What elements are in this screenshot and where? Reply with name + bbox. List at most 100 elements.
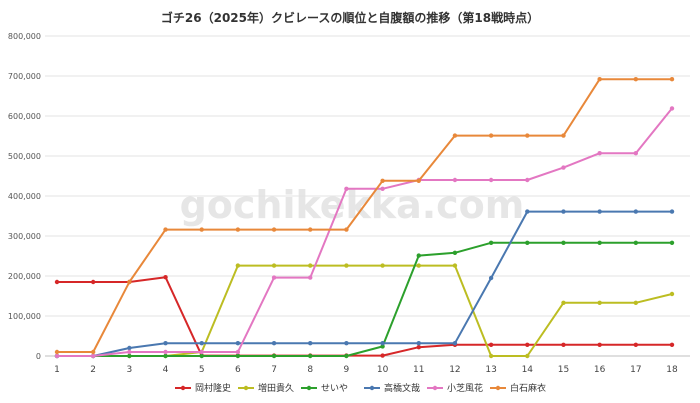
data-point [561,209,566,214]
data-point [308,227,313,232]
data-point [597,300,602,305]
data-point [163,353,168,359]
x-tick-label: 11 [413,365,424,375]
series-line [57,276,672,357]
data-point [380,341,385,346]
x-tick-label: 14 [522,365,534,375]
legend-label: 岡村隆史 [195,382,231,394]
data-point [488,133,494,138]
data-point [308,341,313,346]
y-tick-label: 700,000 [8,72,41,81]
data-point [669,240,675,245]
x-tick-label: 7 [271,365,277,375]
data-point [597,209,602,214]
data-point [669,342,675,347]
data-point [488,342,494,347]
data-point [235,349,241,355]
legend-marker [495,385,501,391]
series-高橋文哉 [54,209,675,359]
x-tick-label: 3 [126,365,132,375]
data-point [633,342,639,347]
x-tick-label: 6 [235,365,241,375]
data-point [416,341,421,346]
data-point [199,349,204,355]
legend-marker [306,385,312,391]
data-point [561,133,566,138]
data-point [163,227,168,232]
data-point [90,279,96,285]
watermark: gochikekka.com [180,183,525,227]
data-point [127,353,132,359]
legend-marker [369,385,375,391]
x-tick-label: 18 [666,365,678,375]
data-point [416,178,421,183]
data-point [199,227,204,232]
legend-label: せいや [321,383,348,394]
chart-title: ゴチ26（2025年）クビレースの順位と自腹額の推移（第18戦時点） [160,11,540,25]
data-point [416,263,421,268]
data-point [669,291,675,297]
data-point [525,209,530,214]
data-point [235,353,241,359]
series-line [57,210,672,357]
series-line [57,78,672,353]
data-point [163,341,168,346]
data-point [90,349,96,355]
x-tick-label: 13 [485,365,496,375]
data-point [452,341,458,346]
legend-item: 白石麻衣 [490,382,546,394]
data-point [271,341,277,346]
legend-item: 高橋文哉 [364,382,420,394]
data-point [597,342,602,347]
data-point [380,186,385,191]
data-point [54,279,60,285]
data-point [344,353,349,359]
x-tick-label: 5 [199,365,205,375]
data-point [54,353,60,359]
data-point [380,263,385,268]
y-tick-label: 0 [36,352,41,361]
data-point [344,186,349,191]
data-point [127,345,132,351]
data-point [525,133,530,138]
data-point [90,353,96,359]
data-point [235,227,241,232]
legend-item: 小芝風花 [427,382,483,394]
data-point [271,263,277,268]
data-point [452,133,458,138]
data-point [235,263,241,268]
data-point [525,240,530,245]
data-point [344,263,349,268]
data-point [54,349,60,355]
data-point [199,341,204,346]
data-point [633,209,639,214]
data-point [163,275,168,280]
data-point [416,345,421,350]
series-line [57,241,672,357]
data-point [380,344,385,349]
series-せいや [54,240,675,359]
data-point [525,342,530,347]
legend-marker [243,385,249,391]
data-point [488,177,494,183]
x-tick-label: 12 [449,365,460,375]
data-point [380,178,385,183]
x-tick-label: 2 [90,365,96,375]
y-tick-label: 400,000 [8,192,41,201]
x-tick-label: 4 [163,365,169,375]
data-point [597,151,602,156]
data-point [271,227,277,232]
data-point [452,177,458,183]
legend-label: 増田貴久 [258,382,294,394]
y-tick-label: 300,000 [8,232,41,241]
data-point [669,106,675,111]
data-point [344,227,349,232]
data-point [308,275,313,280]
legend-label: 小芝風花 [447,382,483,394]
data-point [380,353,385,358]
y-tick-label: 800,000 [8,32,41,41]
x-tick-label: 8 [307,365,313,375]
data-point [127,279,132,285]
